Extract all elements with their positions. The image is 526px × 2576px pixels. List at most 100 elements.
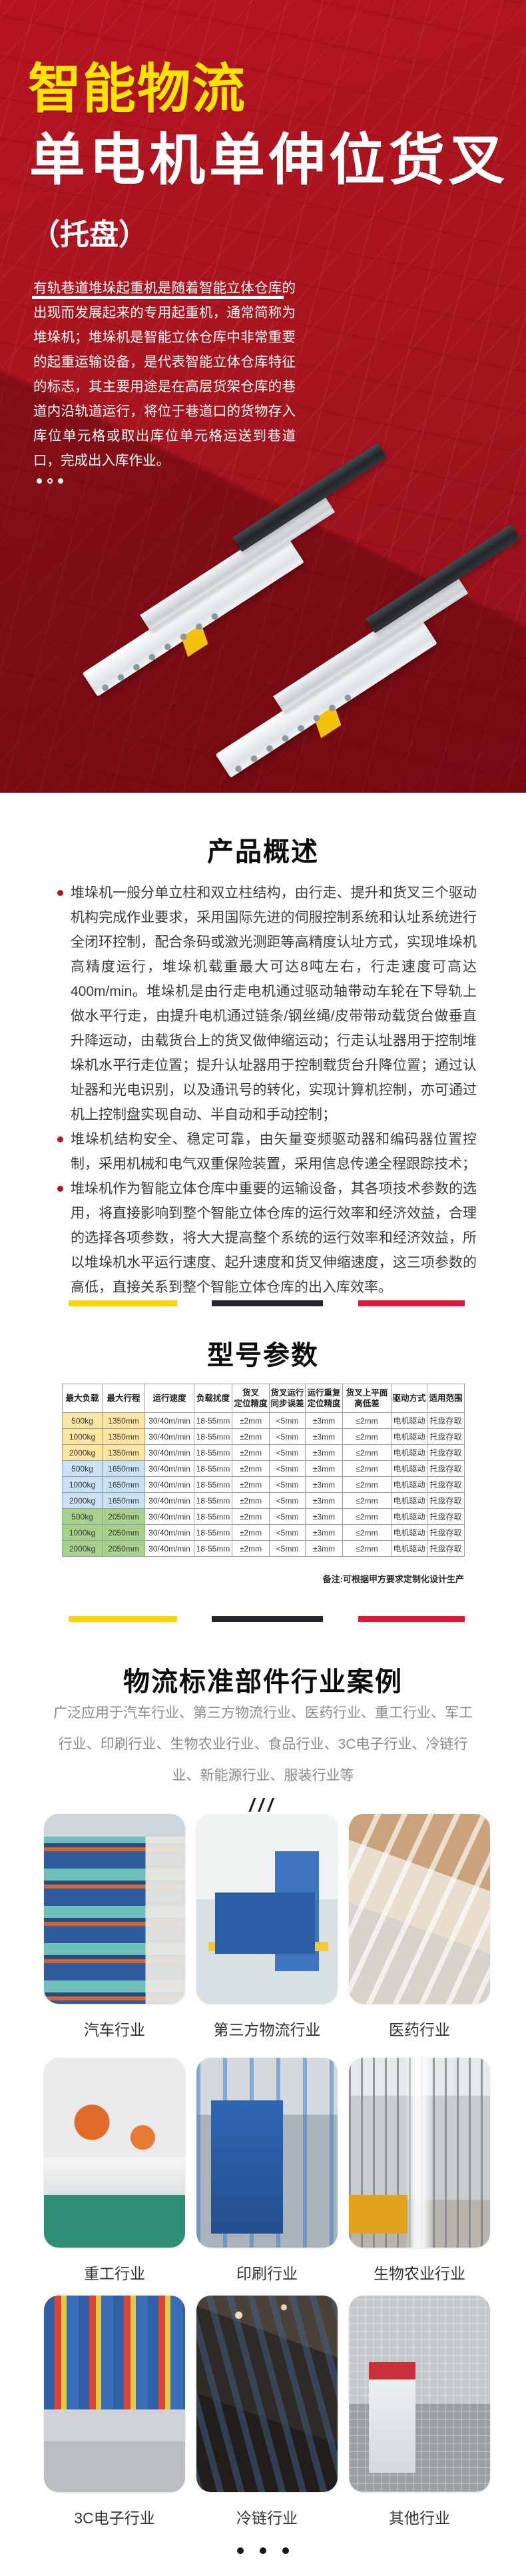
carousel-dot-icon[interactable] — [37, 478, 42, 484]
industry-case-card: 冷链行业 — [196, 2296, 338, 2528]
spec-cell: 电机驱动 — [391, 1508, 427, 1525]
spec-table-note: 备注:可根据甲方要求定制化设计生产 — [322, 1574, 464, 1584]
spec-header-row: 最大负载 最大行程 运行速度 负载扰度 货叉 定位精度 货叉运行 同步误差 运行重复 定位精… — [62, 1384, 465, 1413]
overview-bullet: 堆垛机作为智能立体仓库中重要的运输设备，其各项技术参数的选用，将直接影响到整个智… — [57, 1176, 477, 1300]
pager-dot-icon[interactable] — [237, 2547, 244, 2554]
spec-cell: ±3mm — [305, 1492, 343, 1509]
spec-cell: <5mm — [269, 1492, 306, 1509]
industry-case-photo — [196, 2296, 338, 2492]
spec-row: 2000kg 2050mm 30/40m/min 18-55mm ±2mm <5mm ±3m… — [62, 1540, 465, 1557]
spec-row: 500kg 1650mm 30/40m/min 18-55mm ±2mm <5mm ±3mm… — [62, 1460, 465, 1477]
spec-cell: 电机驱动 — [391, 1444, 427, 1461]
spec-header-cell: 货叉 定位精度 — [232, 1384, 270, 1413]
accent-bar — [212, 1300, 323, 1306]
spec-cell: <5mm — [269, 1524, 306, 1541]
spec-cell: ±3mm — [305, 1524, 343, 1541]
spec-cell: 18-55mm — [194, 1492, 232, 1509]
pager-dot-icon[interactable] — [282, 2547, 289, 2554]
industry-case-label: 印刷行业 — [236, 2265, 298, 2282]
spec-header-cell: 货叉运行 同步误差 — [269, 1384, 306, 1413]
overview-bullet: 堆垛机一般分单立柱和双立柱结构，由行走、提升和货叉三个驱动机构完成作业要求，采用… — [57, 881, 477, 1127]
industry-case-card: 其他行业 — [349, 2296, 490, 2528]
spec-cell: 30/40m/min — [144, 1508, 194, 1525]
spec-cell: 500kg — [62, 1508, 103, 1525]
spec-cell: 托盘存取 — [427, 1460, 465, 1477]
spec-cell: 托盘存取 — [427, 1476, 465, 1493]
spec-cell: <5mm — [269, 1508, 306, 1525]
spec-cell: <5mm — [269, 1428, 306, 1445]
spec-cell: 30/40m/min — [144, 1524, 194, 1541]
cases-description: 广泛应用于汽车行业、第三方物流行业、医药行业、重工行业、军工行业、印刷行业、生物… — [53, 1705, 473, 1783]
bottom-pager-dots — [0, 2547, 526, 2554]
accent-bar — [69, 1300, 177, 1306]
spec-cell: 18-55mm — [194, 1444, 232, 1461]
industry-case-photo — [349, 2296, 490, 2492]
accent-bars — [0, 1616, 526, 1622]
spec-cell: ≤2mm — [342, 1508, 392, 1525]
spec-cell: 托盘存取 — [427, 1524, 465, 1541]
pager-dot-icon[interactable] — [260, 2547, 266, 2554]
accent-bar — [358, 1300, 465, 1306]
industry-case-photo — [196, 1814, 338, 2004]
spec-row: 1000kg 1650mm 30/40m/min 18-55mm ±2mm <5mm ±3m… — [62, 1476, 465, 1493]
spec-cell: ≤2mm — [342, 1476, 392, 1493]
spec-header-cell: 最大行程 — [102, 1384, 145, 1413]
industry-case-photo — [349, 2058, 490, 2248]
spec-cell: 2050mm — [102, 1540, 145, 1557]
spec-cell: ≤2mm — [342, 1412, 392, 1429]
carousel-dot-icon[interactable] — [47, 478, 53, 484]
spec-cell: 电机驱动 — [391, 1492, 427, 1509]
spec-header-cell: 最大负载 — [62, 1384, 103, 1413]
industry-case-card: 重工行业 — [44, 2058, 185, 2284]
carousel-dot-icon[interactable] — [58, 478, 63, 484]
spec-row: 500kg 2050mm 30/40m/min 18-55mm ±2mm <5mm ±3mm… — [62, 1508, 465, 1525]
spec-cell: 18-55mm — [194, 1524, 232, 1541]
fork-middle-rail — [273, 576, 469, 713]
spec-cell: 2000kg — [62, 1540, 103, 1557]
spec-header-cell: 运行重复 定位精度 — [305, 1384, 343, 1413]
spec-cell: 电机驱动 — [391, 1524, 427, 1541]
spec-cell: 500kg — [62, 1412, 103, 1429]
industry-case-label: 第三方物流行业 — [213, 2021, 321, 2038]
spec-header-cell: 货叉上平面 高低差 — [342, 1384, 392, 1413]
spec-cell: 18-55mm — [194, 1412, 232, 1429]
hero-subtitle: （托盘） — [31, 218, 148, 251]
industry-case-card: 印刷行业 — [196, 2058, 338, 2284]
industry-case-card: 医药行业 — [349, 1814, 490, 2040]
industry-case-label: 冷链行业 — [236, 2509, 298, 2527]
spec-cell: ≤2mm — [342, 1460, 392, 1477]
spec-cell: ±3mm — [305, 1444, 343, 1461]
spec-cell: 30/40m/min — [144, 1492, 194, 1509]
spec-cell: 电机驱动 — [391, 1476, 427, 1493]
spec-cell: 1000kg — [62, 1524, 103, 1541]
spec-cell: 电机驱动 — [391, 1460, 427, 1477]
spec-cell: 托盘存取 — [427, 1508, 465, 1525]
accent-bars — [0, 1300, 526, 1306]
spec-cell: 2050mm — [102, 1524, 145, 1541]
spec-cell: 2050mm — [102, 1508, 145, 1525]
spec-cell: 1000kg — [62, 1476, 103, 1493]
accent-bar — [69, 1616, 177, 1622]
spec-cell: 电机驱动 — [391, 1540, 427, 1557]
spec-cell: 18-55mm — [194, 1508, 232, 1525]
spec-header-cell: 负载扰度 — [194, 1384, 232, 1413]
spec-cell: 1350mm — [102, 1428, 145, 1445]
hero-title-highlight: 智能物流 — [28, 59, 246, 119]
spec-cell: ±2mm — [232, 1524, 270, 1541]
spec-cell: 1650mm — [102, 1460, 145, 1477]
spec-cell: 托盘存取 — [427, 1428, 465, 1445]
industry-case-label: 3C电子行业 — [74, 2509, 155, 2527]
spec-table: 最大负载 最大行程 运行速度 负载扰度 货叉 定位精度 货叉运行 同步误差 运行重复 定位精… — [62, 1384, 465, 1557]
spec-cell: ≤2mm — [342, 1524, 392, 1541]
spec-row: 1000kg 2050mm 30/40m/min 18-55mm ±2mm <5mm ±3m… — [62, 1524, 465, 1541]
spec-cell: 电机驱动 — [391, 1428, 427, 1445]
spec-cell: ±3mm — [305, 1460, 343, 1477]
spec-cell: 18-55mm — [194, 1540, 232, 1557]
industry-case-label: 医药行业 — [389, 2021, 450, 2038]
spec-cell: ±2mm — [232, 1540, 270, 1557]
spec-row: 1000kg 1350mm 30/40m/min 18-55mm ±2mm <5mm ±3m… — [62, 1428, 465, 1445]
spec-cell: 2000kg — [62, 1444, 103, 1461]
spec-header-cell: 运行速度 — [144, 1384, 194, 1413]
spec-header-cell: 驱动方式 — [391, 1384, 427, 1413]
spec-cell: 1650mm — [102, 1476, 145, 1493]
